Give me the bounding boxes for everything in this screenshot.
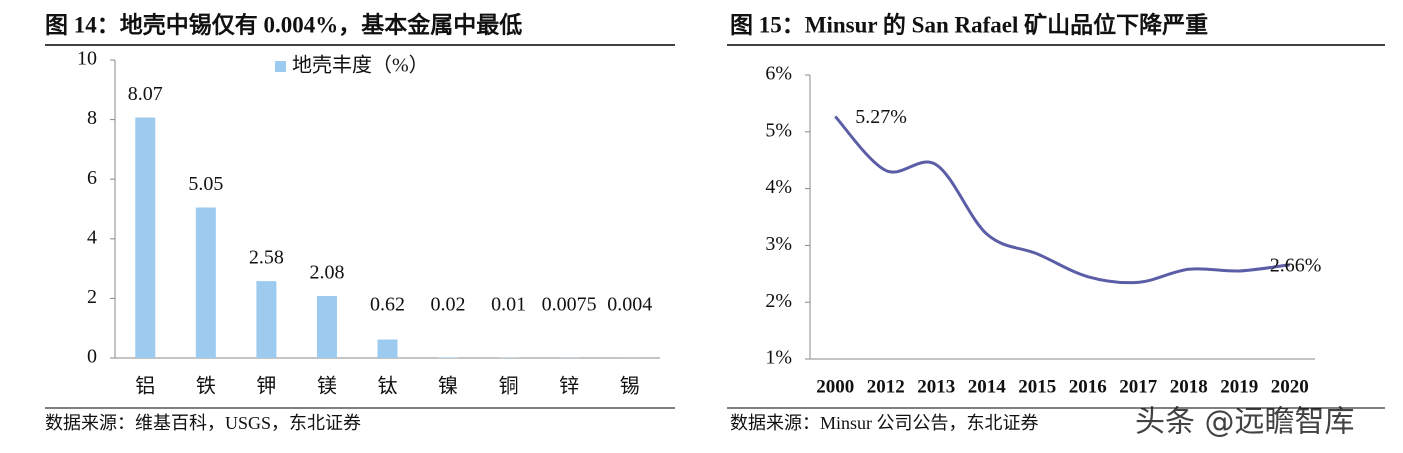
y-tick-label: 4% — [765, 176, 792, 198]
chart-title: 图 15：Minsur 的 San Rafael 矿山品位下降严重 — [730, 11, 1208, 37]
x-tick-label: 2013 — [917, 376, 955, 397]
x-tick-label: 镍 — [438, 375, 458, 398]
source: 数据来源：维基百科，USGS，东北证券 — [45, 413, 361, 433]
x-tick-label: 2016 — [1069, 376, 1107, 397]
data-label: 2.66% — [1270, 254, 1322, 276]
bar — [195, 207, 216, 358]
y-tick-label: 8 — [87, 107, 97, 129]
y-tick-label: 2% — [765, 290, 792, 312]
y-tick-label: 10 — [77, 48, 97, 70]
data-label: 0.004 — [607, 294, 652, 316]
x-tick-label: 铜 — [499, 375, 519, 398]
x-tick-label: 锡 — [620, 375, 640, 398]
x-tick-label: 钾 — [256, 375, 276, 398]
y-tick-label: 5% — [765, 119, 792, 141]
bar — [377, 339, 398, 358]
line — [834, 115, 1290, 285]
data-label: 0.02 — [431, 294, 466, 316]
legend-swatch — [275, 61, 286, 72]
y-tick-label: 3% — [765, 233, 792, 255]
x-tick-label: 铝 — [135, 375, 155, 398]
chart-title: 图 14：地壳中锡仅有 0.004%，基本金属中最低 — [45, 11, 522, 37]
bar — [438, 357, 459, 358]
x-tick-label: 铁 — [196, 375, 216, 398]
data-label: 5.05 — [188, 173, 223, 195]
x-tick-label: 2000 — [816, 376, 854, 397]
data-label: 0.01 — [491, 294, 526, 316]
bar — [135, 117, 156, 358]
data-label: 5.27% — [855, 106, 907, 128]
y-tick-label: 1% — [765, 347, 792, 369]
x-tick-label: 2012 — [867, 376, 905, 397]
watermark: 头条 @远瞻智库 — [1135, 405, 1355, 440]
y-tick-label: 6% — [765, 63, 792, 85]
data-label: 8.07 — [128, 83, 163, 105]
y-tick-label: 0 — [87, 346, 97, 368]
bar — [316, 296, 337, 358]
x-tick-label: 钛 — [378, 375, 398, 398]
data-label: 2.58 — [249, 247, 284, 269]
data-label: 0.0075 — [542, 294, 597, 316]
x-tick-label: 2020 — [1271, 376, 1309, 397]
data-label: 2.08 — [309, 262, 344, 284]
legend-label: 地壳丰度（%） — [292, 54, 429, 77]
x-tick-label: 锌 — [559, 375, 579, 398]
data-label: 0.62 — [370, 294, 405, 316]
y-tick-label: 2 — [87, 286, 97, 308]
x-tick-label: 2017 — [1119, 376, 1158, 397]
y-tick-label: 6 — [87, 167, 97, 189]
source: 数据来源：Minsur 公司公告，东北证券 — [730, 413, 1039, 433]
x-tick-label: 2014 — [968, 376, 1007, 397]
x-tick-label: 2015 — [1018, 376, 1056, 397]
x-tick-label: 2018 — [1170, 376, 1208, 397]
x-tick-label: 镁 — [317, 375, 337, 398]
x-tick-label: 2019 — [1220, 376, 1258, 397]
bar — [256, 281, 277, 358]
y-tick-label: 4 — [87, 226, 97, 248]
